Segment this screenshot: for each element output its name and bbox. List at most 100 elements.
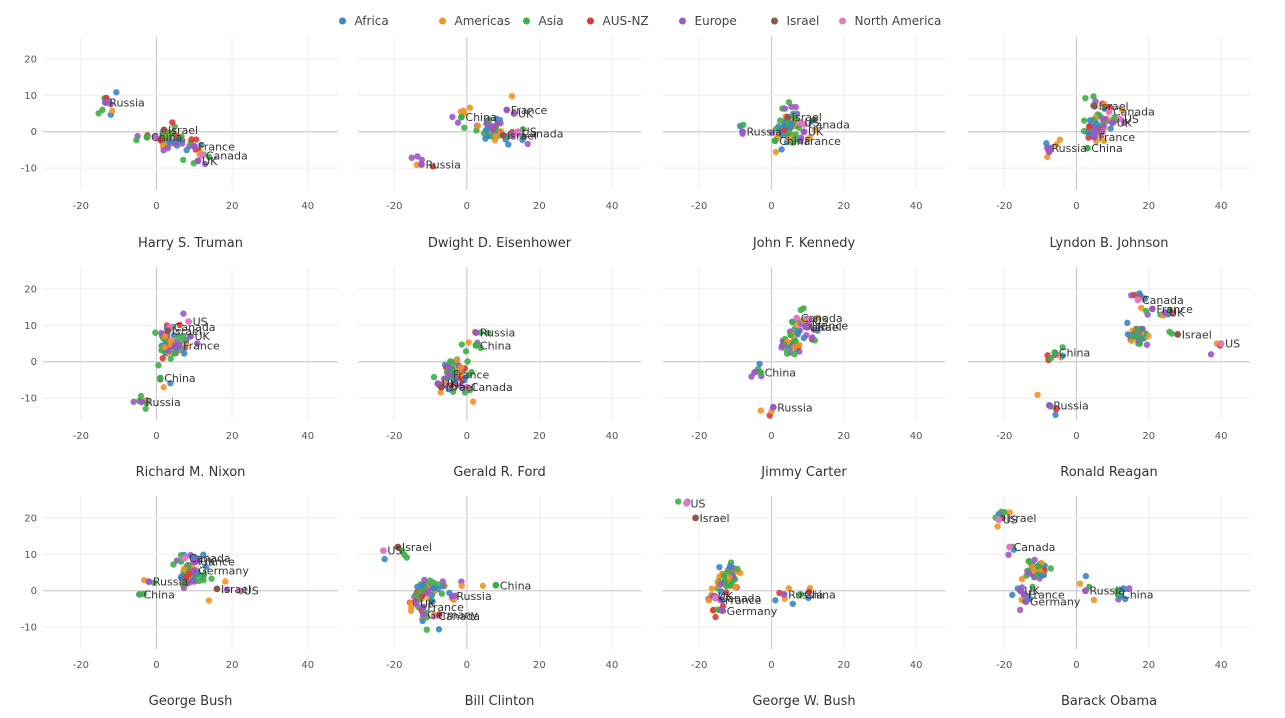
data-point: [734, 565, 741, 573]
data-point: [789, 600, 796, 607]
legend-item[interactable]: AUS-NZ: [587, 14, 649, 28]
x-tick-label: 0: [768, 660, 774, 671]
point-label: UK: [1117, 117, 1133, 130]
data-point: [1131, 291, 1138, 299]
data-point: [109, 107, 116, 115]
data-point: [414, 583, 421, 591]
x-tick-label: 0: [1073, 201, 1079, 212]
data-point: [800, 128, 808, 136]
data-point: [159, 355, 166, 362]
data-point: [450, 369, 458, 377]
point-label: Germany: [427, 608, 478, 621]
data-point: [439, 578, 447, 585]
data-point: [161, 333, 169, 340]
data-point: [469, 398, 477, 405]
data-point: [438, 383, 445, 391]
data-point: [485, 329, 492, 336]
data-point: [190, 558, 198, 565]
data-point: [789, 120, 796, 127]
data-point: [457, 370, 465, 378]
data-point: [200, 577, 207, 584]
point-label: France: [511, 104, 548, 117]
legend-label: Europe: [695, 14, 737, 28]
data-point: [756, 360, 763, 368]
x-tick-label: 20: [533, 431, 546, 442]
data-point: [451, 377, 459, 385]
point-label: China: [164, 372, 195, 385]
data-point: [457, 382, 464, 389]
legend-item[interactable]: Asia: [523, 14, 564, 28]
data-point: [202, 563, 210, 571]
data-point: [783, 350, 791, 357]
data-point: [180, 350, 188, 357]
panel-title: Bill Clinton: [465, 694, 535, 709]
y-tick-label: 10: [24, 550, 37, 561]
point-label: China: [779, 135, 810, 148]
data-point: [178, 133, 185, 140]
data-point: [137, 392, 145, 400]
data-point: [1076, 580, 1084, 587]
x-tick-label: 20: [1142, 201, 1155, 212]
point-label: Israel: [1006, 512, 1036, 525]
point-label: US: [522, 126, 537, 139]
points: [736, 99, 819, 156]
data-point: [1022, 598, 1030, 606]
data-point: [1129, 332, 1136, 340]
point-label: UK: [808, 126, 824, 139]
points: [748, 305, 821, 419]
legend-item[interactable]: Americas: [439, 14, 510, 28]
data-point: [499, 131, 507, 139]
data-point: [503, 106, 511, 114]
data-point: [1217, 340, 1225, 347]
point-label: France: [1156, 303, 1193, 316]
data-point: [1005, 551, 1012, 558]
data-point: [717, 588, 725, 595]
data-point: [692, 514, 699, 522]
point-label: China: [465, 111, 496, 124]
data-point: [1044, 144, 1051, 152]
point-label: UK: [420, 597, 436, 610]
data-point: [1090, 596, 1098, 604]
data-point: [1053, 141, 1060, 148]
point-label: US: [244, 585, 259, 598]
data-point: [806, 134, 813, 141]
legend-label: Israel: [787, 14, 820, 28]
point-label: Israel: [172, 325, 202, 338]
legend-item[interactable]: North America: [839, 14, 941, 28]
x-tick-label: -20: [996, 201, 1012, 212]
data-point: [483, 126, 490, 134]
x-tick-label: 40: [910, 201, 923, 212]
data-point: [780, 590, 788, 598]
x-tick-label: 40: [606, 660, 619, 671]
legend-label: North America: [855, 14, 942, 28]
data-point: [447, 358, 455, 366]
legend-item[interactable]: Israel: [771, 14, 819, 28]
data-point: [438, 590, 446, 597]
data-point: [466, 104, 474, 111]
panel: -20 0 20 40 -10 0 10 20 George Bush CanadaUKFranc…: [21, 496, 338, 709]
data-point: [193, 136, 200, 143]
data-point: [419, 617, 426, 625]
point-label: Israel: [445, 381, 475, 394]
point-label: UK: [718, 590, 734, 603]
x-tick-label: -20: [996, 660, 1012, 671]
y-tick-label: 20: [24, 513, 37, 524]
data-point: [428, 592, 436, 599]
data-point: [505, 141, 512, 148]
x-tick-label: 20: [226, 201, 239, 212]
panel-title: Barack Obama: [1061, 694, 1157, 709]
legend-label: AUS-NZ: [603, 14, 649, 28]
point-label: Canada: [808, 118, 850, 131]
data-point: [809, 334, 816, 341]
data-point: [137, 398, 145, 406]
data-point: [1006, 509, 1014, 516]
point-label: Israel: [168, 124, 198, 137]
legend-item[interactable]: Europe: [679, 14, 737, 28]
data-point: [1053, 406, 1060, 413]
legend-item[interactable]: Africa: [339, 14, 389, 28]
data-point: [176, 321, 183, 329]
point-label: Russia: [788, 588, 823, 601]
point-label: France: [427, 601, 464, 614]
data-point: [524, 140, 531, 148]
data-point: [208, 575, 215, 582]
